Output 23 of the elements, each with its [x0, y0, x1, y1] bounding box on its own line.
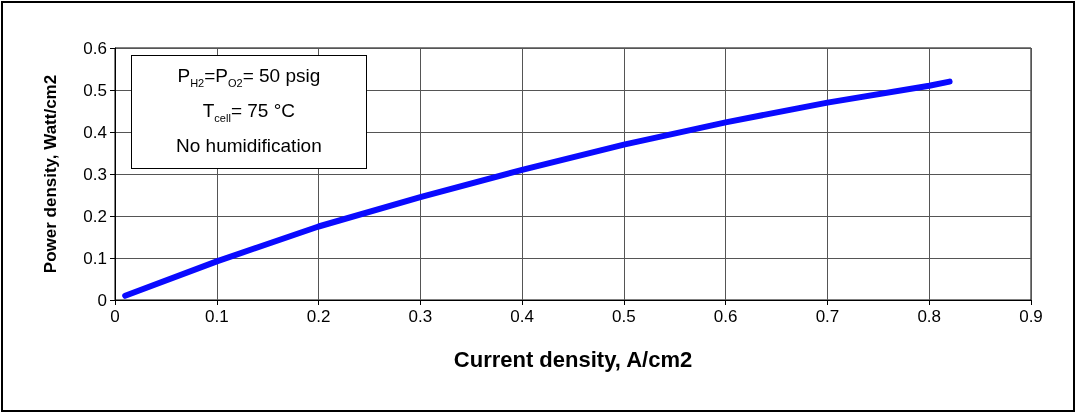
x-tick-label: 0.8 — [917, 307, 942, 326]
x-tick-label: 0.7 — [815, 307, 840, 326]
annotation: No humidification — [176, 133, 322, 158]
y-tick-label: 0.4 — [83, 122, 107, 142]
y-tick-label: 0.3 — [83, 164, 107, 184]
y-tick-label: 0.2 — [83, 206, 107, 226]
y-tick-label: 0.6 — [83, 38, 107, 58]
annotation: P$_{H2}$=P$_{O2}$= 50 psig — [176, 64, 322, 91]
annotation: T$_{cell}$= 75 °C — [201, 98, 296, 126]
x-tick-label: 0.5 — [612, 307, 636, 326]
y-axis-title: Power density, Watt/cm2 — [41, 74, 60, 274]
x-axis-title: Current density, A/cm2 — [453, 346, 693, 372]
y-tick-label: 0 — [97, 290, 107, 310]
y-tick-label: 0.1 — [83, 248, 107, 268]
note-box: P$_{H2}$=P$_{O2}$= 50 psig T$_{cell}$= 75 °C No humidification — [131, 55, 367, 169]
x-tick-label: 0.1 — [204, 307, 229, 326]
x-tick-label: 0.2 — [306, 307, 331, 326]
x-tick-label: 0.4 — [510, 307, 534, 326]
x-tick-label: 0.3 — [408, 307, 433, 326]
x-tick-label: 0.9 — [1019, 307, 1043, 326]
x-tick-label: 0.6 — [713, 307, 738, 326]
x-tick-label: 0 — [110, 307, 120, 326]
y-tick-label: 0.5 — [83, 80, 107, 100]
